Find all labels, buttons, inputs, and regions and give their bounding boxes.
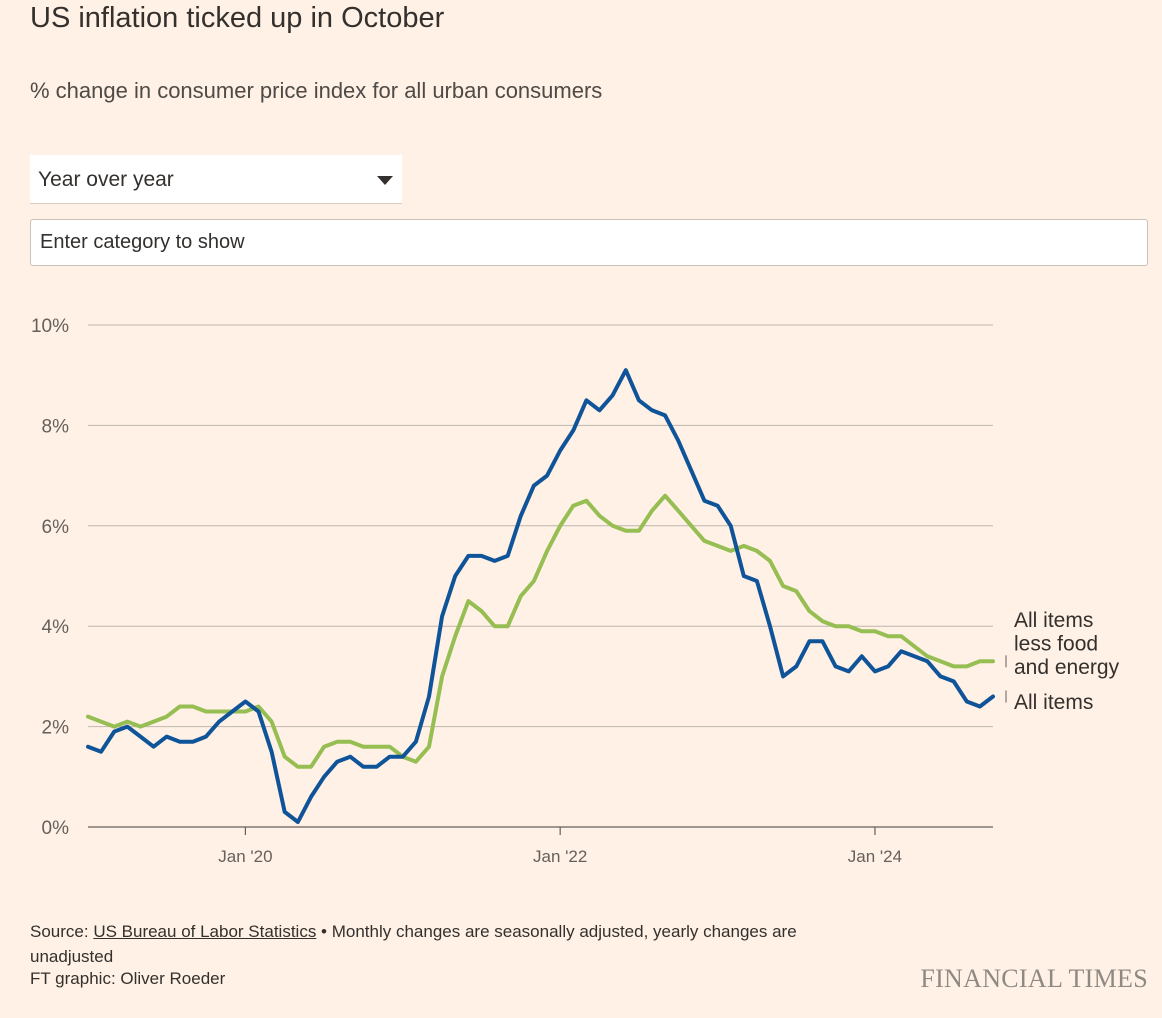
- inflation-line-chart: 0% 2% 4% 6% 8% 10% Jan '20 Jan '22 Jan '24 All …: [31, 316, 1120, 866]
- y-tick-label: 4%: [42, 617, 70, 638]
- byline: FT graphic: Oliver Roeder: [30, 969, 226, 988]
- period-dropdown[interactable]: Year over year: [30, 155, 402, 204]
- financial-times-logo: FINANCIAL TIMES: [920, 964, 1148, 993]
- y-tick-label: 2%: [42, 718, 70, 739]
- source-link[interactable]: US Bureau of Labor Statistics: [93, 922, 317, 941]
- source-detail: • Monthly changes are seasonally adjuste…: [30, 922, 797, 966]
- series-label: All items: [1014, 691, 1093, 714]
- y-tick-label: 8%: [42, 416, 70, 437]
- gridlines: [88, 324, 993, 828]
- y-axis-labels: 0% 2% 4% 6% 8% 10%: [31, 316, 69, 839]
- series-label: All items: [1014, 609, 1093, 632]
- x-tick-label: Jan '22: [533, 847, 587, 866]
- chart-subtitle: % change in consumer price index for all…: [30, 78, 603, 103]
- series-line-core: [86, 493, 995, 769]
- period-dropdown-value: Year over year: [38, 168, 174, 191]
- chevron-down-icon: [377, 176, 393, 185]
- y-tick-label: 0%: [42, 818, 70, 839]
- x-tick-label: Jan '20: [218, 847, 272, 866]
- x-tick-label: Jan '24: [848, 847, 902, 866]
- source-label: Source:: [30, 922, 94, 941]
- x-axis: Jan '20 Jan '22 Jan '24: [218, 827, 902, 866]
- series-line-all-items: [86, 368, 995, 824]
- source-note: Source: US Bureau of Labor Statistics • …: [30, 920, 870, 969]
- series-label: less food: [1014, 633, 1098, 656]
- series-lines: [86, 368, 995, 824]
- y-tick-label: 6%: [42, 517, 70, 538]
- category-search-input[interactable]: [30, 219, 1148, 266]
- y-tick-label: 10%: [31, 316, 69, 337]
- series-label: and energy: [1014, 656, 1120, 679]
- chart-title: US inflation ticked up in October: [30, 2, 445, 34]
